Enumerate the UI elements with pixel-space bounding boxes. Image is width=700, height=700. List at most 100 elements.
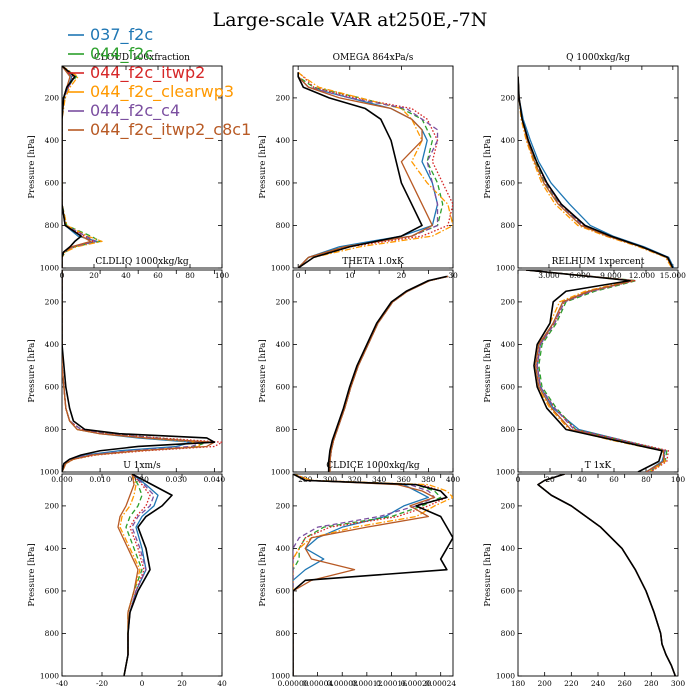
y-tick-label: 200	[276, 501, 291, 510]
series-line-044_f2c_clearwp3	[297, 71, 453, 268]
y-tick-label: 600	[45, 586, 60, 595]
series-lines	[62, 270, 222, 472]
series-lines	[537, 474, 677, 676]
y-tick-label: 400	[45, 340, 60, 349]
x-tick-label: 40	[577, 475, 587, 484]
x-tick-label: 0.00016	[376, 679, 407, 688]
x-tick-label: 0.00012	[351, 679, 382, 688]
reference-line	[327, 275, 448, 472]
y-tick-label: 600	[276, 382, 291, 391]
series-lines	[525, 270, 670, 472]
y-tick-label: 1000	[496, 264, 515, 273]
series-line-044_f2c_itwp2	[297, 71, 453, 268]
x-tick-label: 360	[397, 475, 412, 484]
y-axis-label: Pressure [hPa]	[27, 339, 37, 402]
x-tick-label: 20	[545, 475, 555, 484]
y-tick-label: 400	[276, 136, 291, 145]
y-tick-label: 1000	[496, 672, 515, 681]
reference-line	[537, 474, 677, 676]
x-tick-label: 80	[641, 475, 651, 484]
panel-title: U 1xm/s	[123, 461, 161, 471]
panel-title: CLDLIQ 1000xkg/kg	[95, 257, 189, 267]
reference-line	[123, 474, 173, 676]
x-tick-label: -20	[96, 679, 108, 688]
y-tick-label: 600	[501, 586, 516, 595]
y-tick-label: 400	[45, 544, 60, 553]
series-line-044_f2c_itwp2	[537, 474, 676, 676]
x-tick-label: 9.000	[600, 271, 622, 280]
series-lines	[297, 71, 453, 268]
x-tick-label: -40	[56, 679, 68, 688]
x-tick-label: 280	[644, 679, 659, 688]
x-tick-label: 320	[347, 475, 362, 484]
y-tick-label: 200	[501, 93, 516, 102]
y-tick-label: 800	[45, 221, 60, 230]
y-tick-label: 600	[501, 382, 516, 391]
panel-title: RELHUM 1xpercent	[552, 257, 645, 267]
y-tick-label: 400	[501, 544, 516, 553]
y-tick-label: 400	[45, 136, 60, 145]
y-axis-label: Pressure [hPa]	[258, 543, 268, 606]
series-line-044_f2c_c4	[297, 72, 439, 268]
series-line-044_f2c	[297, 72, 444, 268]
y-tick-label: 800	[276, 425, 291, 434]
panel-title: CLDICE 1000xkg/kg	[326, 461, 420, 471]
x-tick-label: 60	[153, 271, 163, 280]
series-line-044_f2c_itwp2_c8c1	[62, 270, 216, 472]
x-tick-label: 0.040	[204, 475, 226, 484]
legend-label: 044_f2c_c4	[90, 101, 180, 121]
panel-4: CLDLIQ 1000xkg/kg0.000 0.010 0.020 0.030 0.0…	[27, 257, 225, 484]
x-tick-label: 260	[618, 679, 633, 688]
series-line-044_f2c_c4	[525, 270, 666, 472]
y-tick-label: 600	[276, 586, 291, 595]
plot-frame	[292, 269, 454, 473]
series-line-037_f2c	[537, 474, 676, 676]
series-line-044_f2c	[293, 474, 442, 676]
y-axis-label: Pressure [hPa]	[27, 543, 37, 606]
x-tick-label: 180	[511, 679, 526, 688]
series-line-044_f2c_itwp2_c8c1	[525, 270, 665, 472]
plot-frame	[517, 473, 679, 677]
plot-frame	[292, 65, 454, 269]
y-tick-label: 600	[501, 178, 516, 187]
y-tick-label: 1000	[271, 264, 290, 273]
x-tick-label: 0.00004	[302, 679, 333, 688]
series-lines	[293, 474, 453, 676]
x-tick-label: 20	[89, 271, 99, 280]
y-tick-label: 200	[501, 501, 516, 510]
panel-2: OMEGA 864xPa/s0 10 20 302004006008001000Pre…	[258, 53, 458, 280]
y-axis-label: Pressure [hPa]	[483, 339, 493, 402]
legend-label: 044_f2c_itwp2_c8c1	[90, 120, 251, 140]
x-tick-label: 60	[609, 475, 619, 484]
x-tick-label: 280	[298, 475, 313, 484]
y-tick-label: 600	[276, 178, 291, 187]
x-tick-label: 0.030	[166, 475, 188, 484]
series-lines	[518, 76, 675, 268]
series-line-044_f2c	[537, 474, 676, 676]
y-axis-label: Pressure [hPa]	[258, 135, 268, 198]
y-tick-label: 400	[501, 136, 516, 145]
y-tick-label: 200	[45, 501, 60, 510]
reference-line	[62, 66, 82, 268]
y-tick-label: 800	[501, 629, 516, 638]
x-tick-label: 220	[564, 679, 579, 688]
y-axis-label: Pressure [hPa]	[483, 543, 493, 606]
series-line-044_f2c_clearwp3	[518, 76, 673, 268]
x-tick-label: 20	[177, 679, 187, 688]
y-tick-label: 1000	[40, 468, 59, 477]
panel-title: CLOUD 100xfraction	[94, 53, 190, 63]
series-line-044_f2c_c4	[537, 474, 676, 676]
y-tick-label: 200	[501, 297, 516, 306]
y-tick-label: 800	[501, 221, 516, 230]
reference-line	[62, 270, 216, 472]
y-tick-label: 1000	[271, 672, 290, 681]
panel-9: T 1xK 180 200 220 240 260 280 300 200 400 600 800 10…	[483, 461, 685, 688]
plot-frame	[517, 269, 679, 473]
series-lines	[62, 66, 103, 268]
x-tick-label: 0	[296, 271, 301, 280]
reference-line	[297, 72, 423, 268]
